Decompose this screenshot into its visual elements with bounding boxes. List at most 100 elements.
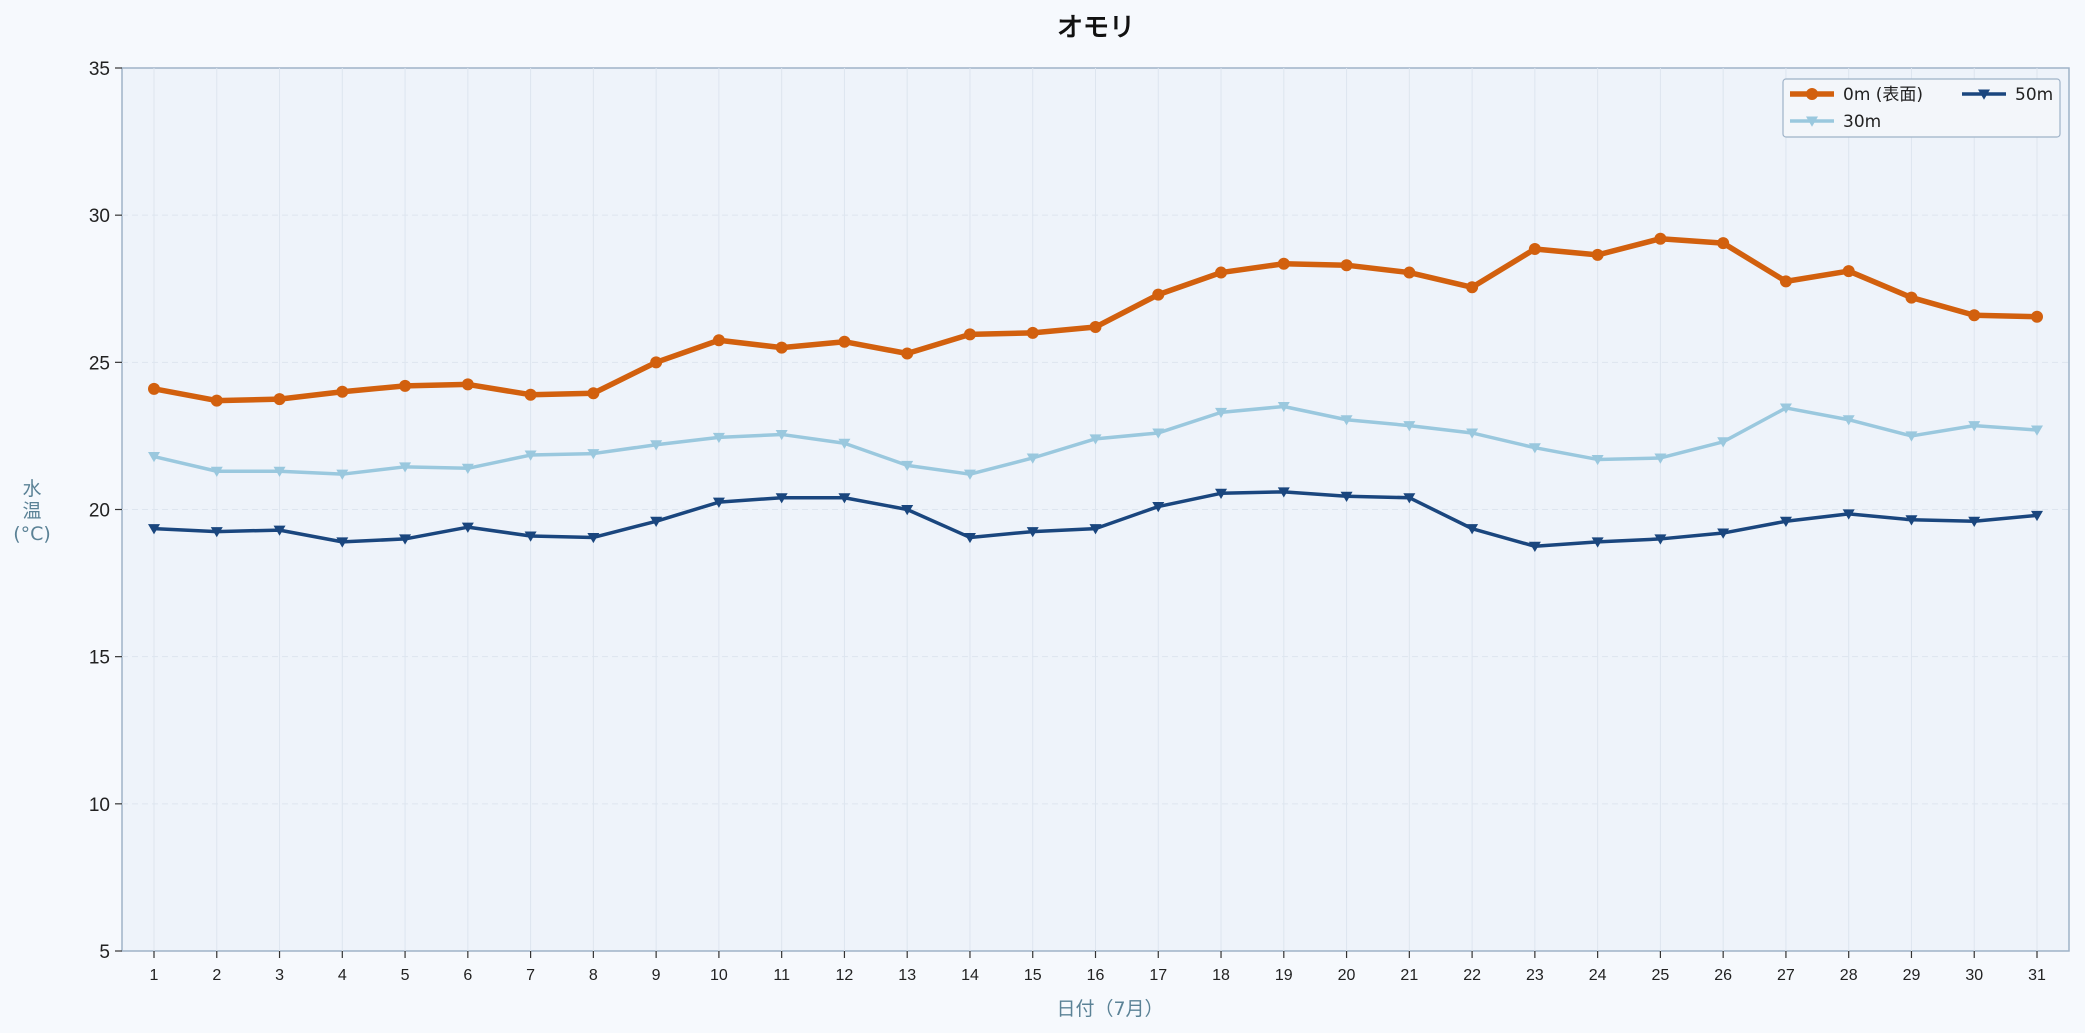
data-point xyxy=(1277,257,1290,270)
data-point xyxy=(1717,237,1730,250)
data-point xyxy=(1968,516,1981,527)
data-point xyxy=(148,452,160,463)
x-tick-label: 24 xyxy=(1589,967,1607,984)
legend-item: 50m xyxy=(1962,85,2053,105)
x-tick-label: 10 xyxy=(710,967,728,984)
data-point xyxy=(963,328,976,341)
data-point xyxy=(1026,326,1039,339)
data-point xyxy=(1403,421,1416,432)
data-point xyxy=(712,497,725,508)
x-tick-label: 27 xyxy=(1777,967,1795,984)
x-axis-label: 日付（7月） xyxy=(1056,998,1163,1020)
data-point xyxy=(1905,431,1918,442)
data-point xyxy=(1717,528,1730,539)
data-point xyxy=(399,379,412,392)
data-point xyxy=(336,469,349,480)
data-point xyxy=(273,466,286,477)
data-point xyxy=(775,429,788,441)
data-point xyxy=(336,537,349,548)
data-point xyxy=(524,450,537,461)
data-point xyxy=(1340,415,1353,426)
x-tick-label: 12 xyxy=(836,967,854,984)
legend: 0m (表面) 30m 50m xyxy=(1782,78,2061,138)
y-tick-label: 25 xyxy=(89,353,110,374)
data-point xyxy=(1403,266,1416,279)
legend-label: 50m xyxy=(2015,85,2053,105)
data-point xyxy=(1152,288,1165,301)
data-point xyxy=(1779,403,1792,414)
y-tick-label: 15 xyxy=(89,648,110,669)
data-point xyxy=(587,387,600,400)
x-tick-label: 9 xyxy=(652,967,661,984)
data-point xyxy=(1277,401,1290,413)
data-point xyxy=(587,449,600,460)
y-tick-label: 30 xyxy=(89,206,110,227)
data-point xyxy=(1806,116,1818,127)
data-point xyxy=(1215,407,1228,419)
x-tick-label: 5 xyxy=(401,967,410,984)
x-tick-label: 13 xyxy=(898,967,916,984)
x-tick-label: 3 xyxy=(275,967,284,984)
data-point xyxy=(1654,453,1667,464)
data-point xyxy=(775,341,788,354)
data-point xyxy=(1654,232,1667,245)
data-point xyxy=(1806,88,1818,100)
data-point xyxy=(148,382,160,395)
data-point xyxy=(1968,421,1981,432)
data-point xyxy=(1978,89,1990,100)
data-point xyxy=(650,516,663,527)
x-axis: 1 2 3 4 5 6 7 8 9 10 11 12 13 14 15 16 17 18 19 20 21 22 23 24 2… xyxy=(150,951,2046,984)
data-point xyxy=(901,460,914,472)
x-tick-label: 21 xyxy=(1400,967,1418,984)
x-tick-label: 28 xyxy=(1840,967,1858,984)
series-layer xyxy=(148,232,2043,552)
y-tick-label: 35 xyxy=(89,59,110,80)
x-tick-label: 16 xyxy=(1087,967,1105,984)
y-tick-label: 20 xyxy=(89,501,110,522)
data-point xyxy=(1842,415,1855,426)
series-2 xyxy=(148,401,2043,480)
legend-label: 0m (表面) xyxy=(1843,85,1923,105)
x-tick-label: 6 xyxy=(463,967,472,984)
chart-title: オモリ xyxy=(1057,13,1135,43)
data-point xyxy=(524,531,537,542)
data-point xyxy=(210,394,223,407)
data-point xyxy=(461,463,474,474)
data-point xyxy=(1152,502,1165,513)
x-tick-label: 31 xyxy=(2028,967,2046,984)
data-point xyxy=(1026,527,1039,538)
x-tick-label: 26 xyxy=(1714,967,1732,984)
legend-label: 30m xyxy=(1843,112,1881,132)
data-point xyxy=(1403,493,1416,504)
data-point xyxy=(650,440,663,451)
legend-item: 30m xyxy=(1790,112,1881,132)
y-axis: 5 10 15 20 25 30 35 xyxy=(89,59,122,963)
x-tick-label: 30 xyxy=(1965,967,1983,984)
series-3 xyxy=(148,487,2043,552)
x-tick-label: 20 xyxy=(1338,967,1356,984)
x-tick-label: 25 xyxy=(1652,967,1670,984)
data-point xyxy=(775,493,788,504)
data-point xyxy=(1026,453,1039,464)
data-point xyxy=(273,525,286,536)
x-tick-label: 2 xyxy=(212,967,221,984)
data-point xyxy=(148,524,160,535)
data-point xyxy=(2031,510,2043,522)
grid-lines xyxy=(122,68,2069,951)
y-axis-label: 水温(°C) xyxy=(13,478,51,545)
data-point xyxy=(1591,537,1604,548)
data-point xyxy=(712,432,725,444)
y-axis-label-part: 水 xyxy=(22,478,41,500)
series-1 xyxy=(148,232,2043,407)
x-tick-label: 8 xyxy=(589,967,598,984)
data-point xyxy=(1466,428,1479,439)
data-point xyxy=(1340,491,1353,502)
data-point xyxy=(1779,275,1792,288)
data-point xyxy=(1591,454,1604,466)
data-point xyxy=(901,505,914,516)
data-point xyxy=(838,335,851,348)
data-point xyxy=(1905,291,1918,304)
data-point xyxy=(838,438,851,449)
data-point xyxy=(963,532,976,544)
